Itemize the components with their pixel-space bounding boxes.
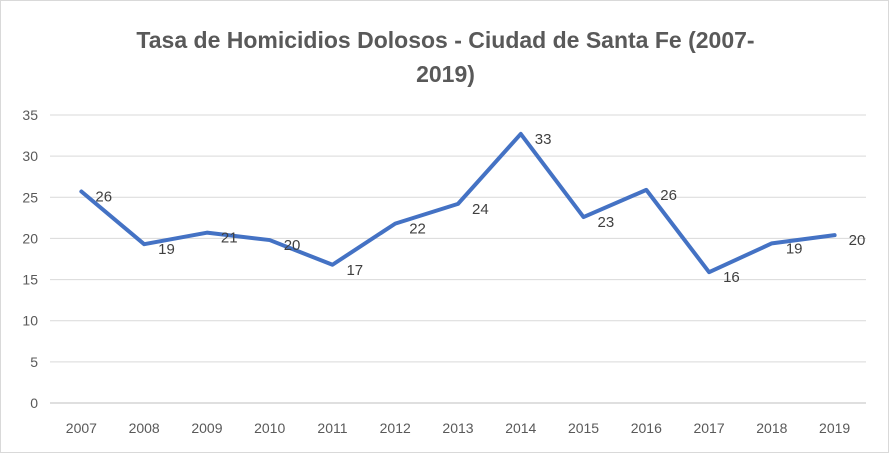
x-tick-label: 2013: [442, 420, 473, 436]
x-tick-label: 2019: [819, 420, 850, 436]
x-tick-label: 2007: [66, 420, 97, 436]
x-tick-label: 2010: [254, 420, 285, 436]
y-tick-label: 35: [22, 107, 38, 123]
x-tick-label: 2012: [380, 420, 411, 436]
data-label: 16: [723, 269, 740, 286]
x-tick-label: 2018: [756, 420, 787, 436]
x-tick-label: 2008: [129, 420, 160, 436]
data-label: 17: [346, 262, 363, 279]
y-tick-label: 10: [22, 313, 38, 329]
x-tick-label: 2011: [317, 420, 347, 436]
data-label: 21: [221, 230, 238, 247]
y-tick-label: 15: [22, 272, 38, 288]
y-tick-label: 30: [22, 148, 38, 164]
data-label: 24: [472, 201, 489, 218]
x-tick-label: 2014: [505, 420, 536, 436]
chart-title: Tasa de Homicidios Dolosos - Ciudad de S…: [1, 23, 889, 91]
x-tick-label: 2009: [191, 420, 222, 436]
data-label: 20: [284, 237, 301, 254]
data-label: 23: [598, 214, 615, 231]
y-tick-label: 0: [30, 395, 38, 411]
x-tick-label: 2017: [693, 420, 724, 436]
data-label: 26: [95, 189, 112, 206]
data-label: 20: [849, 232, 866, 249]
series-line: [79, 131, 837, 275]
data-label: 26: [660, 187, 677, 204]
chart-title-line-2: 2019): [416, 61, 475, 87]
data-label: 33: [535, 131, 552, 148]
data-label: 22: [409, 221, 426, 238]
y-tick-label: 5: [30, 354, 38, 370]
x-tick-label: 2015: [568, 420, 599, 436]
y-tick-label: 25: [22, 189, 38, 205]
y-tick-label: 20: [22, 230, 38, 246]
x-tick-label: 2016: [631, 420, 662, 436]
data-label: 19: [786, 240, 803, 257]
chart-title-line-1: Tasa de Homicidios Dolosos - Ciudad de S…: [136, 27, 755, 53]
data-label: 19: [158, 241, 175, 258]
